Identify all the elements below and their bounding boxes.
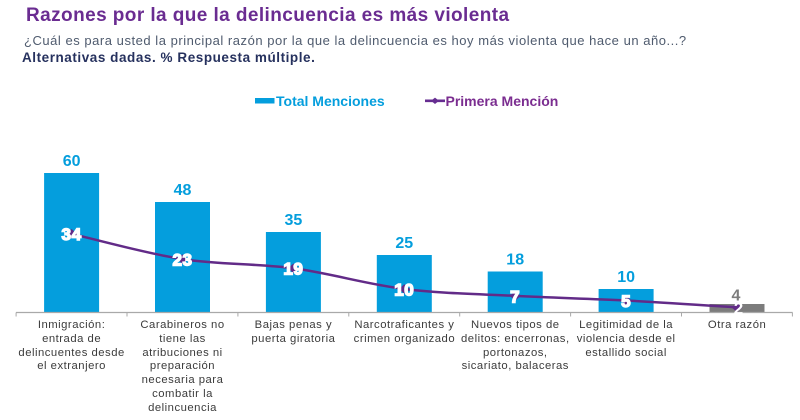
svg-text:Primera Mención: Primera Mención — [446, 93, 559, 109]
svg-text:23: 23 — [172, 251, 192, 270]
svg-text:Total Menciones: Total Menciones — [276, 93, 385, 109]
svg-text:5: 5 — [621, 292, 631, 311]
svg-text:60: 60 — [63, 153, 81, 170]
svg-text:7: 7 — [510, 287, 520, 306]
svg-text:10: 10 — [394, 280, 414, 299]
svg-text:4: 4 — [732, 288, 741, 305]
svg-text:18: 18 — [506, 252, 524, 269]
svg-text:19: 19 — [283, 260, 303, 279]
svg-text:2: 2 — [734, 299, 743, 318]
svg-text:10: 10 — [617, 269, 635, 286]
svg-text:25: 25 — [395, 235, 413, 252]
svg-text:48: 48 — [174, 182, 192, 199]
svg-text:35: 35 — [285, 212, 303, 229]
svg-text:34: 34 — [62, 225, 82, 244]
